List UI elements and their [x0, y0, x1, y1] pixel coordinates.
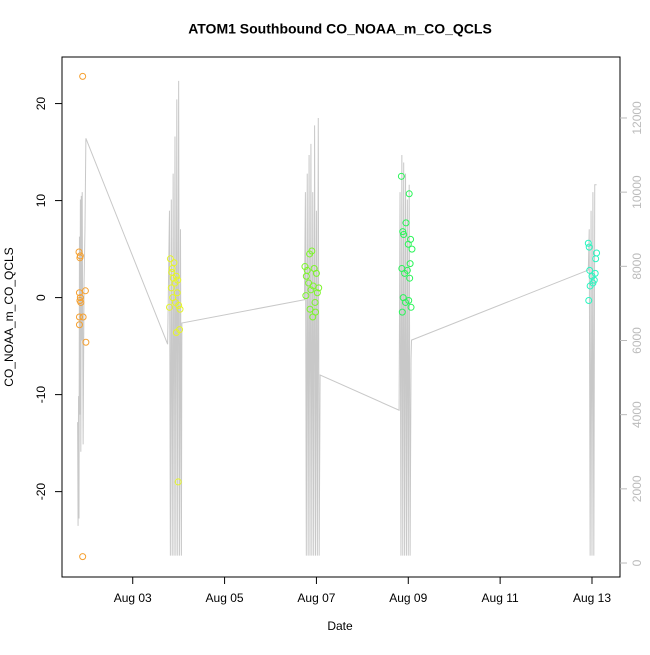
point: [75, 313, 83, 321]
point: [311, 298, 319, 306]
point: [408, 245, 416, 253]
point: [405, 190, 413, 198]
point: [168, 268, 176, 276]
point: [81, 287, 89, 295]
point: [174, 276, 182, 284]
point: [399, 228, 407, 236]
point: [173, 289, 181, 297]
point: [315, 284, 323, 292]
point: [76, 294, 84, 302]
y-tick-label: 20: [34, 97, 48, 111]
point: [400, 231, 408, 239]
y-tick-label: -10: [34, 386, 48, 404]
point: [404, 240, 412, 248]
point: [313, 289, 321, 297]
y2-tick-label: 10000: [630, 175, 644, 209]
point: [77, 298, 85, 306]
point: [79, 553, 87, 561]
y2-tick-label: 2000: [630, 475, 644, 502]
point: [169, 294, 177, 302]
y2-tick-label: 12000: [630, 101, 644, 135]
y-tick-label: -20: [34, 483, 48, 501]
point: [591, 269, 599, 277]
chart-title: ATOM1 Southbound CO_NOAA_m_CO_QCLS: [188, 21, 492, 37]
y-tick-label: 0: [34, 294, 48, 301]
x-axis-label: Date: [327, 619, 353, 633]
point: [76, 252, 84, 260]
point: [307, 286, 315, 294]
point: [75, 321, 83, 329]
point: [593, 249, 601, 257]
point: [75, 289, 83, 297]
y2-tick-label: 0: [630, 559, 644, 566]
y2-tick-label: 6000: [630, 327, 644, 354]
point: [301, 263, 309, 271]
x-tick-label: Aug 09: [389, 591, 427, 605]
point: [166, 255, 174, 263]
point: [586, 266, 594, 274]
point: [79, 72, 87, 80]
point: [82, 338, 90, 346]
point: [302, 292, 310, 300]
point: [398, 308, 406, 316]
point: [175, 301, 183, 309]
point: [165, 303, 173, 311]
x-tick-label: Aug 11: [482, 591, 519, 605]
altitude-line: [77, 80, 597, 556]
point: [306, 305, 314, 313]
y2-tick-label: 8000: [630, 253, 644, 280]
point: [167, 284, 175, 292]
point: [302, 272, 310, 280]
point: [406, 274, 414, 282]
point: [586, 282, 594, 290]
point: [312, 308, 320, 316]
point: [405, 297, 413, 305]
point: [402, 219, 410, 227]
x-tick-label: Aug 05: [206, 591, 244, 605]
point: [584, 239, 592, 247]
point: [176, 305, 184, 313]
y-tick-label: 10: [34, 194, 48, 208]
point: [397, 172, 405, 180]
plot-frame: [61, 56, 621, 578]
point: [172, 329, 180, 337]
x-tick-label: Aug 03: [114, 591, 152, 605]
point: [312, 269, 320, 277]
point: [168, 264, 176, 272]
point: [407, 303, 415, 311]
y2-tick-label: 4000: [630, 401, 644, 428]
point: [585, 243, 593, 251]
point: [406, 260, 414, 268]
point: [174, 478, 182, 486]
point: [585, 297, 593, 305]
x-tick-label: Aug 13: [573, 591, 611, 605]
point: [308, 247, 316, 255]
point: [403, 266, 411, 274]
x-tick-label: Aug 07: [297, 591, 335, 605]
point: [79, 313, 87, 321]
y-axis-label: CO_NOAA_m_CO_QCLS: [2, 247, 16, 386]
